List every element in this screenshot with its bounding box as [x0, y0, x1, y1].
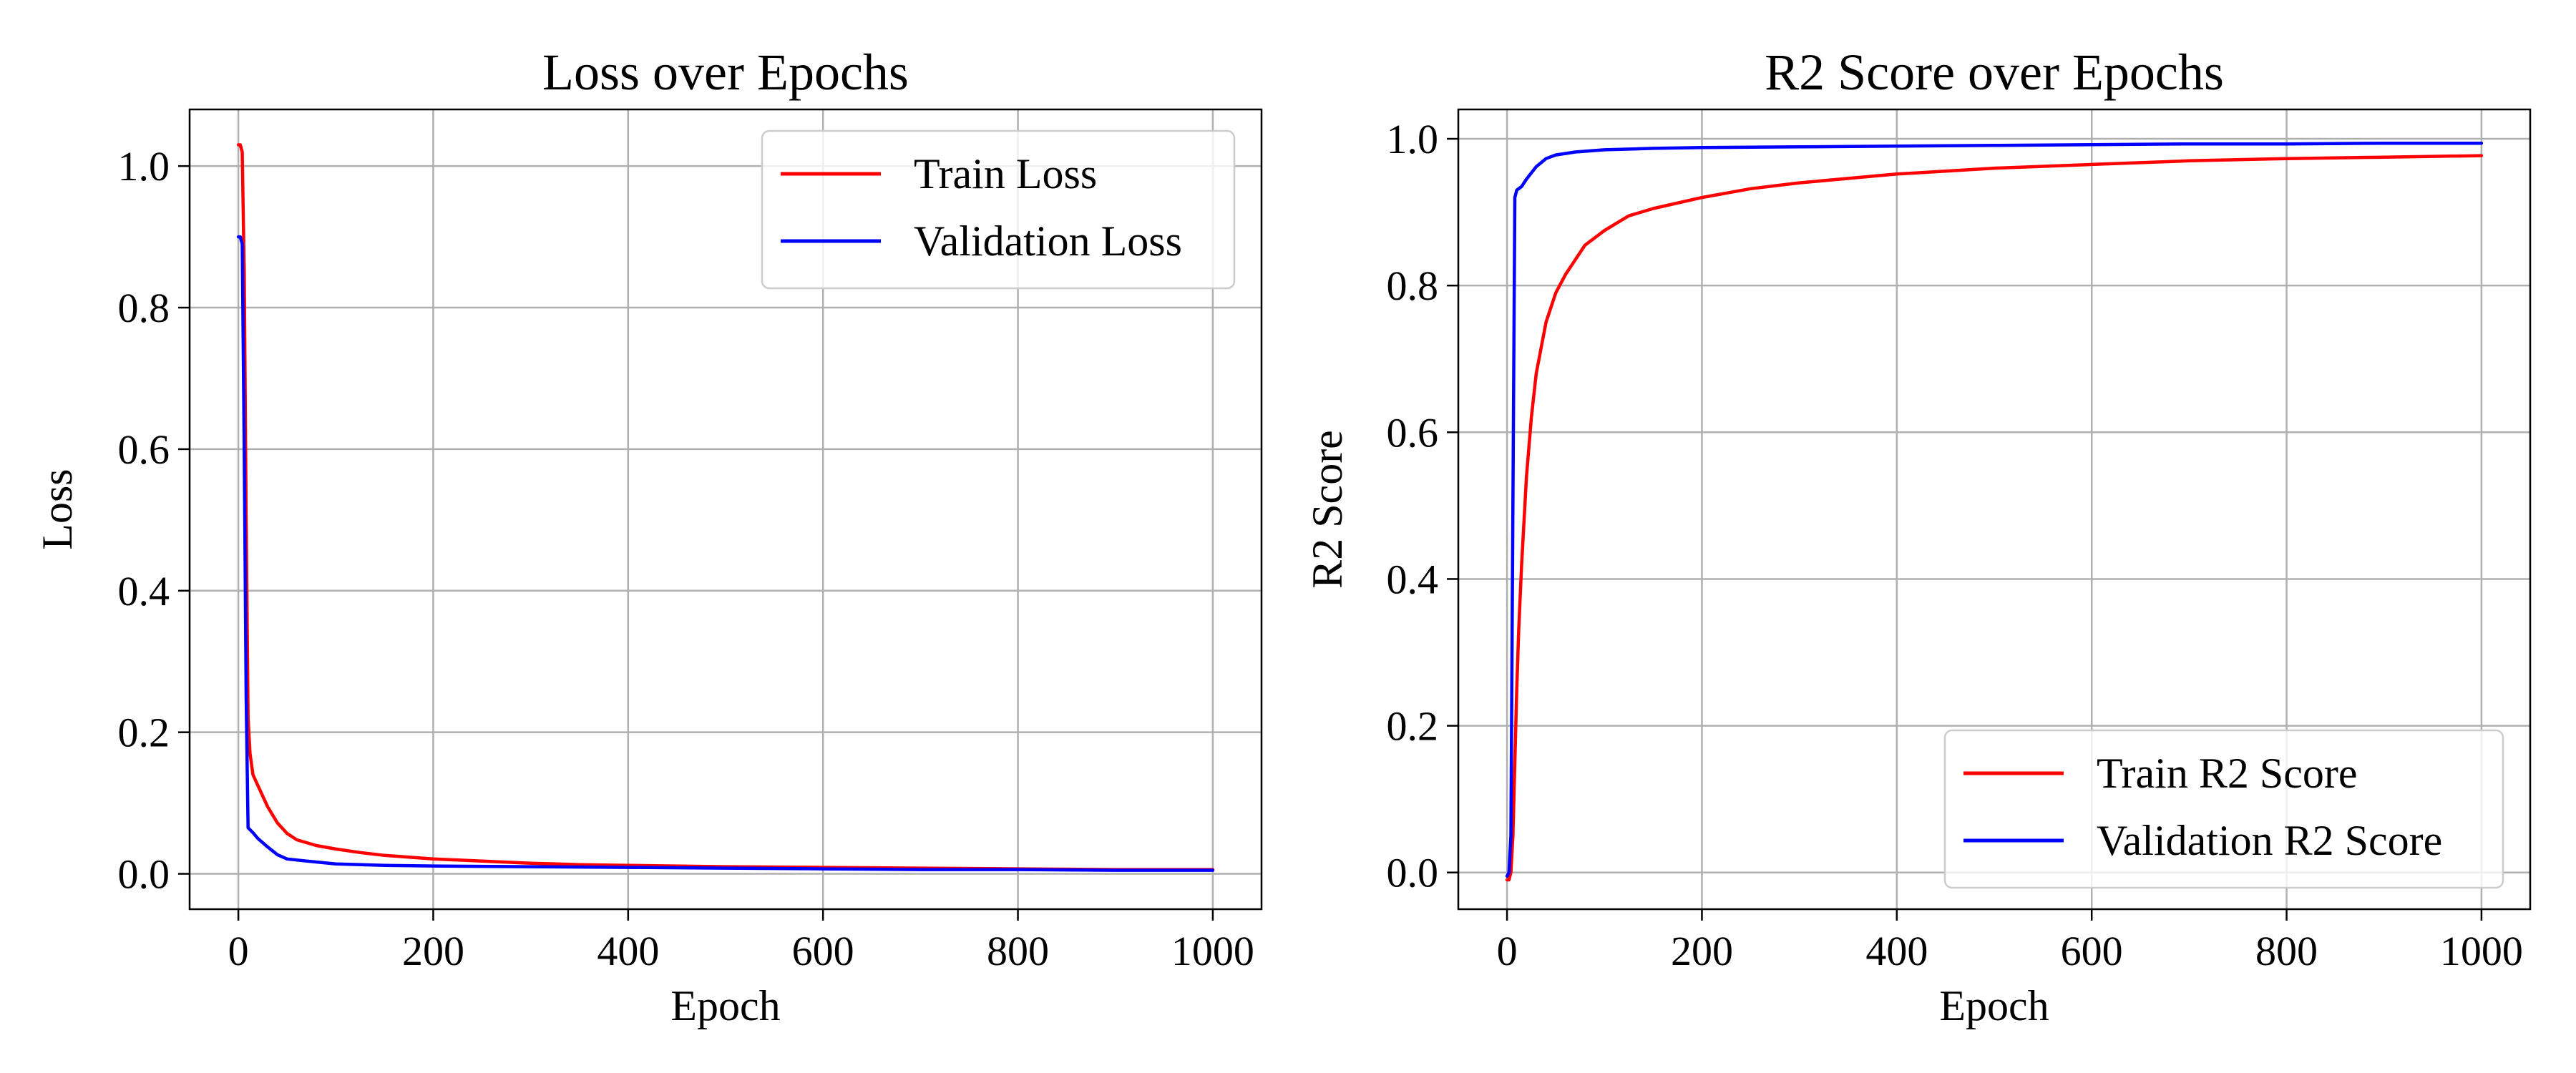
x-tick-label: 0 — [1497, 928, 1518, 974]
x-tick-label: 1000 — [1171, 928, 1254, 974]
legend-label: Validation Loss — [914, 217, 1182, 265]
y-axis-label: R2 Score — [1304, 430, 1351, 589]
legend-box — [761, 129, 1236, 290]
series-line-2 — [1505, 141, 2484, 878]
plot-frame — [188, 108, 1263, 911]
x-tick-label: 600 — [792, 928, 854, 974]
series-line-1 — [1505, 154, 2484, 882]
y-tick-label: 0.0 — [118, 851, 170, 898]
y-tick-label: 0.8 — [118, 285, 170, 331]
chart-title: Loss over Epochs — [542, 44, 909, 101]
y-tick-label: 0.4 — [118, 568, 170, 614]
y-tick-label: 1.0 — [118, 143, 170, 190]
chart-panel-1: 0 200 400 600 800 1000 0.0 0.2 0.4 0.6 0.8 1.0 Loss … — [34, 44, 1263, 1029]
legend-box — [1943, 729, 2504, 889]
legend-label: Train R2 Score — [2097, 750, 2357, 797]
legend: Train R2 Score Validation R2 Score — [1943, 729, 2504, 889]
y-tick-label: 0.0 — [1387, 850, 1439, 896]
plot-frame — [1457, 108, 2532, 911]
x-tick-label: 400 — [597, 928, 659, 974]
y-tick-label: 0.8 — [1387, 263, 1439, 309]
x-tick-label: 1000 — [2440, 928, 2523, 974]
chart-panel-2: 0 200 400 600 800 1000 0.0 0.2 0.4 0.6 0.8 1.0 R2 Sc… — [1304, 44, 2532, 1029]
x-tick-label: 200 — [402, 928, 464, 974]
x-tick-label: 200 — [1671, 928, 1733, 974]
x-tick-label: 800 — [987, 928, 1049, 974]
legend: Train Loss Validation Loss — [761, 129, 1236, 290]
y-tick-label: 0.6 — [1387, 409, 1439, 456]
x-tick-label: 600 — [2061, 928, 2123, 974]
y-tick-label: 0.2 — [118, 710, 170, 756]
chart-title: R2 Score over Epochs — [1765, 44, 2224, 101]
legend-label: Validation R2 Score — [2097, 817, 2442, 864]
series-line-2 — [236, 235, 1215, 872]
y-tick-label: 0.4 — [1387, 556, 1439, 602]
y-axis-label: Loss — [34, 469, 81, 549]
x-axis-label: Epoch — [670, 982, 780, 1029]
x-tick-label: 0 — [228, 928, 249, 974]
legend-label: Train Loss — [914, 150, 1097, 197]
y-tick-label: 0.6 — [118, 426, 170, 473]
x-tick-label: 800 — [2255, 928, 2318, 974]
y-tick-label: 0.2 — [1387, 703, 1439, 750]
x-tick-label: 400 — [1865, 928, 1928, 974]
y-tick-label: 1.0 — [1387, 116, 1439, 162]
x-axis-label: Epoch — [1939, 982, 2049, 1029]
